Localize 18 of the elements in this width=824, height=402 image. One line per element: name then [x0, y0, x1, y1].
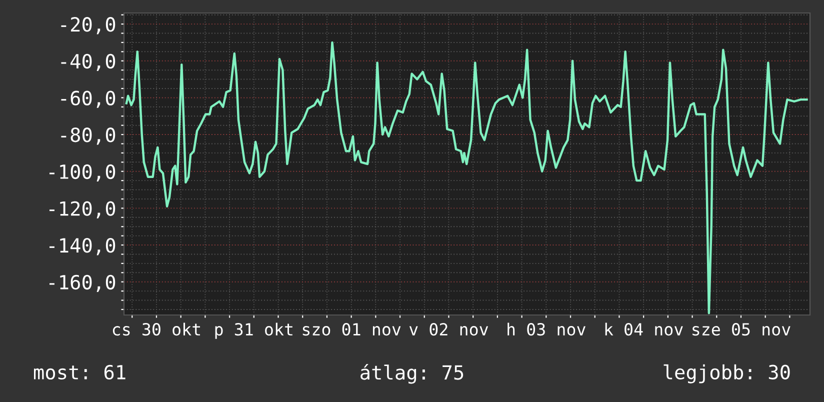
y-tick-label: -160,0	[50, 274, 116, 292]
y-tick-label: -80,0	[61, 128, 116, 145]
x-tick-label: v 02 nov	[409, 323, 488, 336]
x-tick-label: sze 05 nov	[692, 323, 790, 336]
x-tick-label: h 03 nov	[508, 322, 586, 336]
x-tick-label: p 31 okt	[215, 322, 292, 339]
y-tick-label: -120,0	[50, 201, 116, 218]
text: legjobb: 30	[664, 364, 790, 384]
y-tick-label: -100,0	[50, 164, 116, 182]
y-tick-label: -40,0	[61, 54, 116, 72]
x-tick-label: k 04 nov	[605, 322, 683, 336]
y-tick-label: -60,0	[61, 90, 116, 108]
y-tick-label: -140,0	[50, 238, 116, 256]
x-tick-label: cs 30 okt	[112, 322, 200, 336]
text: most: 61	[34, 364, 126, 380]
y-tick-label: -20,0	[61, 17, 116, 34]
text: átlag: 75	[360, 364, 464, 384]
x-tick-label: szo 01 nov	[302, 323, 401, 336]
